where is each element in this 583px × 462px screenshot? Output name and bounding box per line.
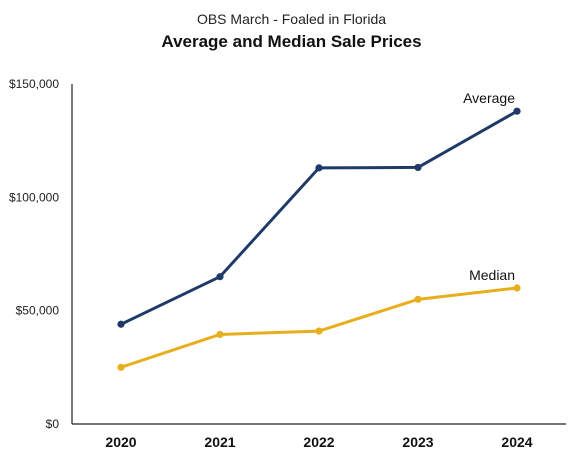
data-point-average — [414, 163, 422, 172]
y-tick-label: $0 — [46, 417, 60, 431]
x-tick-label: 2023 — [402, 434, 433, 450]
x-tick-label: 2021 — [204, 434, 235, 450]
x-tick-label: 2024 — [501, 434, 532, 450]
data-point-median — [414, 295, 422, 303]
data-point-average — [117, 320, 125, 328]
data-point-average — [513, 107, 521, 115]
data-point-median — [513, 284, 521, 292]
data-point-median — [216, 330, 224, 339]
x-tick-labels: 2020 2021 2022 2023 2024 — [105, 434, 532, 450]
series-group — [117, 107, 521, 371]
y-tick-labels: $0 $50,000 $100,000 $150,000 — [9, 77, 59, 431]
data-point-median — [315, 327, 323, 335]
data-point-average — [315, 164, 323, 172]
series-label-average: Average — [463, 90, 515, 106]
chart-subtitle: OBS March - Foaled in Florida — [196, 11, 387, 27]
series-labels: Average Median — [463, 90, 515, 283]
x-tick-label: 2022 — [303, 434, 334, 450]
y-tick-label: $50,000 — [16, 304, 60, 318]
series-label-median: Median — [469, 267, 515, 283]
y-tick-label: $150,000 — [9, 77, 59, 91]
series-line-average — [119, 109, 519, 326]
chart-title: Average and Median Sale Prices — [161, 32, 422, 51]
axes — [71, 84, 566, 425]
data-point-median — [117, 363, 125, 371]
x-tick-label: 2020 — [105, 434, 136, 450]
data-point-average — [216, 273, 224, 281]
y-tick-label: $100,000 — [9, 190, 59, 204]
